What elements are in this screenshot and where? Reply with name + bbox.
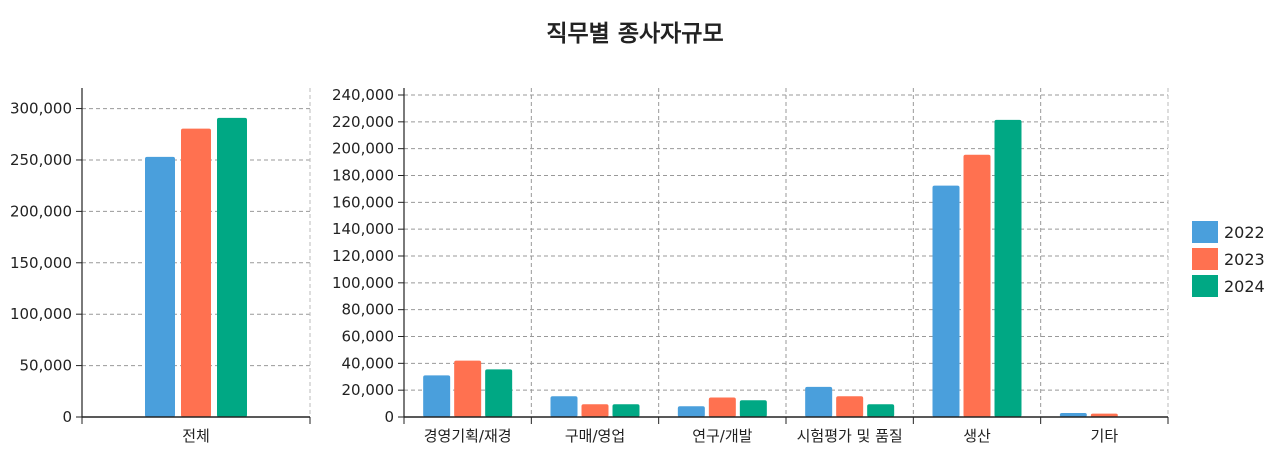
y-tick-label: 40,000 — [342, 354, 395, 372]
legend-label-2023: 2023 — [1224, 250, 1265, 269]
y-tick-label: 80,000 — [342, 301, 395, 319]
legend-swatch-2023 — [1192, 248, 1218, 270]
bar-시험평가-및-품질-2023 — [836, 396, 864, 417]
y-tick-label: 60,000 — [342, 328, 395, 346]
chart-panel-2: 0 20,000 40,000 60,000 80,000 100,000 120,000 1… — [332, 86, 1169, 445]
bar-연구-개발-2023 — [708, 397, 736, 417]
bar-경영기획-재경-2022 — [423, 375, 451, 417]
y-tick-label: 200,000 — [332, 140, 394, 158]
y-tick-label: 240,000 — [332, 86, 394, 104]
bar-기타-2022 — [1059, 412, 1087, 417]
bar-연구-개발-2022 — [677, 406, 705, 417]
bar-생산-2023 — [963, 154, 991, 417]
y-tick-label: 120,000 — [332, 247, 394, 265]
y-tick-label: 200,000 — [10, 202, 72, 220]
bar-경영기획-재경-2024 — [485, 369, 513, 417]
bar-구매-영업-2023 — [581, 404, 609, 417]
bar-기타-2023 — [1090, 413, 1118, 417]
x-tick-label: 경영기획/재경 — [424, 427, 512, 445]
bar-경영기획-재경-2023 — [454, 360, 482, 417]
y-tick-label: 0 — [384, 408, 394, 426]
y-tick-label: 250,000 — [10, 151, 72, 169]
bar-전체-2022 — [145, 156, 175, 417]
bar-구매-영업-2022 — [550, 396, 578, 417]
bar-생산-2022 — [932, 185, 960, 417]
bar-시험평가-및-품질-2022 — [805, 386, 833, 417]
legend: 2022 2023 2024 — [1192, 221, 1265, 297]
legend-swatch-2022 — [1192, 221, 1218, 243]
x-tick-label: 시험평가 및 품질 — [797, 427, 903, 445]
x-tick-label: 기타 — [1091, 427, 1119, 445]
legend-swatch-2024 — [1192, 275, 1218, 297]
y-tick-label: 0 — [62, 408, 72, 426]
y-tick-label: 160,000 — [332, 193, 394, 211]
x-tick-label: 생산 — [963, 427, 991, 445]
y-tick-label: 150,000 — [10, 254, 72, 272]
chart-title: 직무별 종사자규모 — [546, 21, 724, 47]
y-tick-label: 180,000 — [332, 167, 394, 185]
bar-시험평가-및-품질-2024 — [867, 404, 895, 417]
bar-구매-영업-2024 — [612, 404, 640, 417]
bar-연구-개발-2024 — [739, 400, 767, 417]
y-tick-label: 100,000 — [332, 274, 394, 292]
y-tick-label: 220,000 — [332, 113, 394, 131]
y-tick-label: 140,000 — [332, 220, 394, 238]
chart-panel-1: 0 50,000 100,000 150,000 200,000 250,000 300,0… — [10, 88, 311, 445]
bar-생산-2024 — [994, 119, 1022, 417]
legend-label-2022: 2022 — [1224, 223, 1265, 242]
y-tick-label: 300,000 — [10, 100, 72, 118]
x-tick-label: 연구/개발 — [692, 427, 752, 445]
legend-label-2024: 2024 — [1224, 277, 1265, 296]
x-tick-label: 구매/영업 — [565, 427, 625, 445]
bar-전체-2023 — [181, 128, 211, 417]
y-tick-label: 100,000 — [10, 305, 72, 323]
bar-전체-2024 — [217, 117, 247, 418]
x-tick-label: 전체 — [182, 427, 210, 445]
y-tick-label: 20,000 — [342, 381, 395, 399]
y-tick-label: 50,000 — [20, 357, 73, 375]
